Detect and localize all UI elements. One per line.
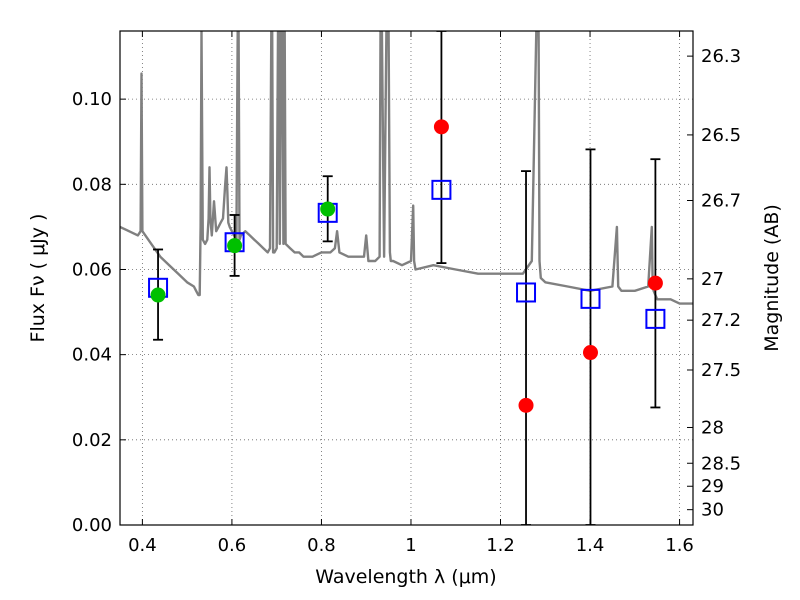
model-photometry-box (580, 288, 601, 309)
plot-frame (119, 30, 694, 526)
magnitude-tick-label: 27 (701, 269, 724, 290)
data-markers (148, 119, 666, 413)
y-tick-label: 0.04 (72, 345, 112, 366)
data-point (582, 345, 598, 361)
y-tick-label: 0.00 (72, 515, 112, 536)
y-tick-label: 0.08 (72, 174, 112, 195)
magnitude-tick-label: 28.5 (701, 453, 741, 474)
magnitude-tick-label: 27.2 (701, 310, 741, 331)
data-point (647, 275, 663, 291)
gridlines (120, 31, 693, 526)
x-tick-label: 1.6 (665, 535, 694, 556)
magnitude-tick-label: 30 (701, 500, 724, 521)
magnitude-tick-label: 26.7 (701, 190, 741, 211)
y-axis-ticks: 0.00 0.02 0.04 0.06 0.08 0.10 (72, 89, 126, 536)
x-axis-title: Wavelength λ (μm) (315, 566, 496, 588)
model-photometry-box (516, 282, 537, 303)
x-tick-label: 1.4 (576, 535, 605, 556)
error-bars (153, 31, 661, 525)
magnitude-tick-label: 26.3 (701, 46, 741, 67)
magnitude-tick-label: 29 (701, 476, 724, 497)
model-spectrum (120, 31, 693, 305)
y-tick-label: 0.10 (72, 89, 112, 110)
y-tick-label: 0.02 (72, 430, 112, 451)
magnitude-axis-ticks: 26.3 26.5 26.7 27 27.2 27.5 28 28.529 30 (687, 46, 741, 521)
y-axis-title: Flux Fν ( μJy ) (27, 214, 49, 343)
magnitude-tick-label: 27.5 (701, 360, 741, 381)
spectrum-line (120, 31, 693, 305)
data-point (433, 119, 449, 135)
x-tick-label: 0.8 (307, 535, 336, 556)
data-point (320, 201, 336, 217)
x-tick-label: 0.4 (128, 535, 157, 556)
x-tick-label: 0.6 (218, 535, 247, 556)
data-point (518, 397, 534, 413)
x-tick-label: 1 (405, 535, 416, 556)
magnitude-tick-label: 28 (701, 417, 724, 438)
right-axis-title: Magnitude (AB) (761, 204, 783, 352)
data-point (150, 287, 166, 303)
model-photometry-box (431, 179, 452, 200)
x-tick-label: 1.2 (486, 535, 515, 556)
model-photometry-box (645, 308, 666, 329)
x-axis-ticks: 0.4 0.6 0.8 1 1.2 1.4 1.6 (128, 31, 694, 556)
data-point (227, 238, 243, 254)
y-tick-label: 0.06 (72, 259, 112, 280)
magnitude-tick-label: 26.5 (701, 125, 741, 146)
